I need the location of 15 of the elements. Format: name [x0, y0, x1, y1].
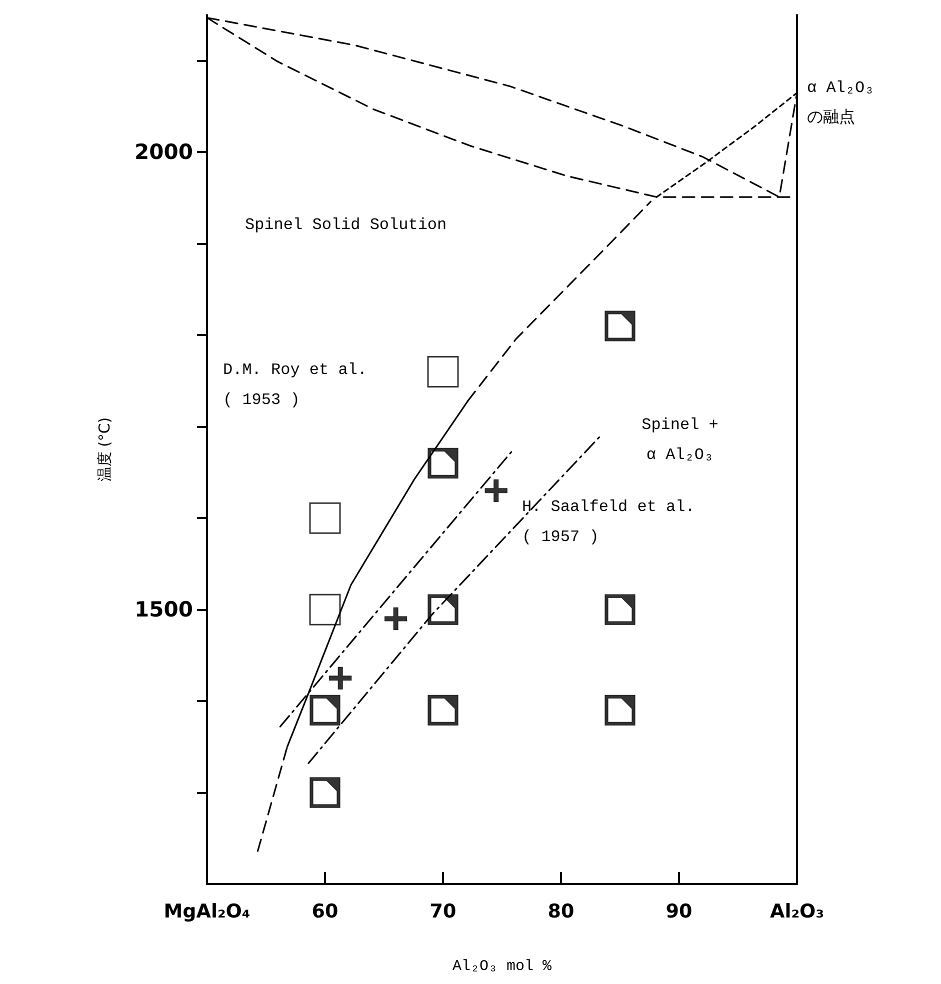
annotation: α Al₂O₃ の融点: [807, 78, 874, 127]
y-tick-label: 1500: [134, 598, 193, 622]
x-axis-title: Al₂O₃ mol %: [452, 958, 552, 975]
annotation: Spinel + α Al₂O₃: [642, 416, 718, 464]
x-tick-label: MgAl₂O₄: [164, 900, 250, 922]
annotation: H. Saalfeld et al. ( 1957 ): [522, 498, 695, 546]
y-axis-title: 温度 (°C): [96, 417, 114, 482]
annotation: D.M. Roy et al. ( 1953 ): [223, 361, 368, 409]
x-tick-label: 80: [548, 900, 574, 922]
y-tick-label: 2000: [134, 140, 193, 164]
x-tick-label: 60: [312, 900, 338, 922]
x-tick-label: 90: [666, 900, 692, 922]
x-tick-label: 70: [430, 900, 456, 922]
x-tick-label: Al₂O₃: [770, 900, 824, 922]
annotation: Spinel Solid Solution: [245, 216, 447, 234]
